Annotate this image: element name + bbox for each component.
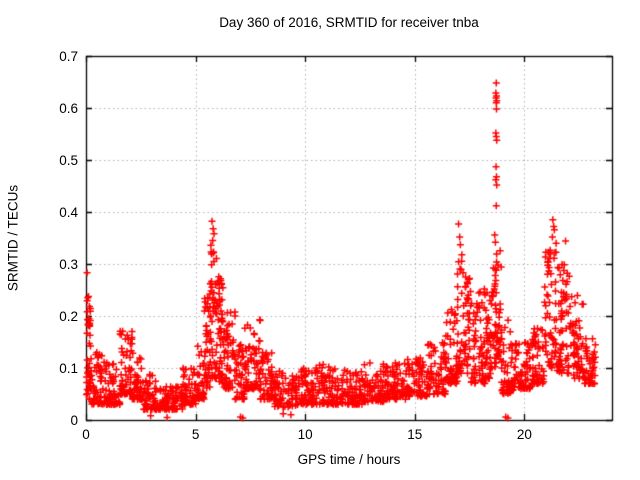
y-tick-label: 0.1 (59, 361, 78, 376)
x-tick-label: 20 (516, 427, 532, 442)
x-tick-label: 0 (82, 427, 90, 442)
x-tick-label: 15 (407, 427, 423, 442)
x-tick-label: 10 (297, 427, 313, 442)
y-tick-label: 0.6 (59, 101, 78, 116)
y-tick-label: 0.2 (59, 309, 78, 324)
y-tick-label: 0.7 (59, 49, 78, 64)
y-tick-label: 0.3 (59, 257, 78, 272)
y-tick-label: 0.4 (59, 205, 78, 220)
x-axis-label: GPS time / hours (297, 452, 401, 467)
y-tick-label: 0 (70, 413, 78, 428)
x-tick-label: 5 (191, 427, 200, 442)
y-axis-label: SRMTID / TECUs (5, 184, 21, 292)
y-tick-label: 0.5 (59, 153, 78, 168)
chart-title: Day 360 of 2016, SRMTID for receiver tnb… (219, 15, 479, 30)
